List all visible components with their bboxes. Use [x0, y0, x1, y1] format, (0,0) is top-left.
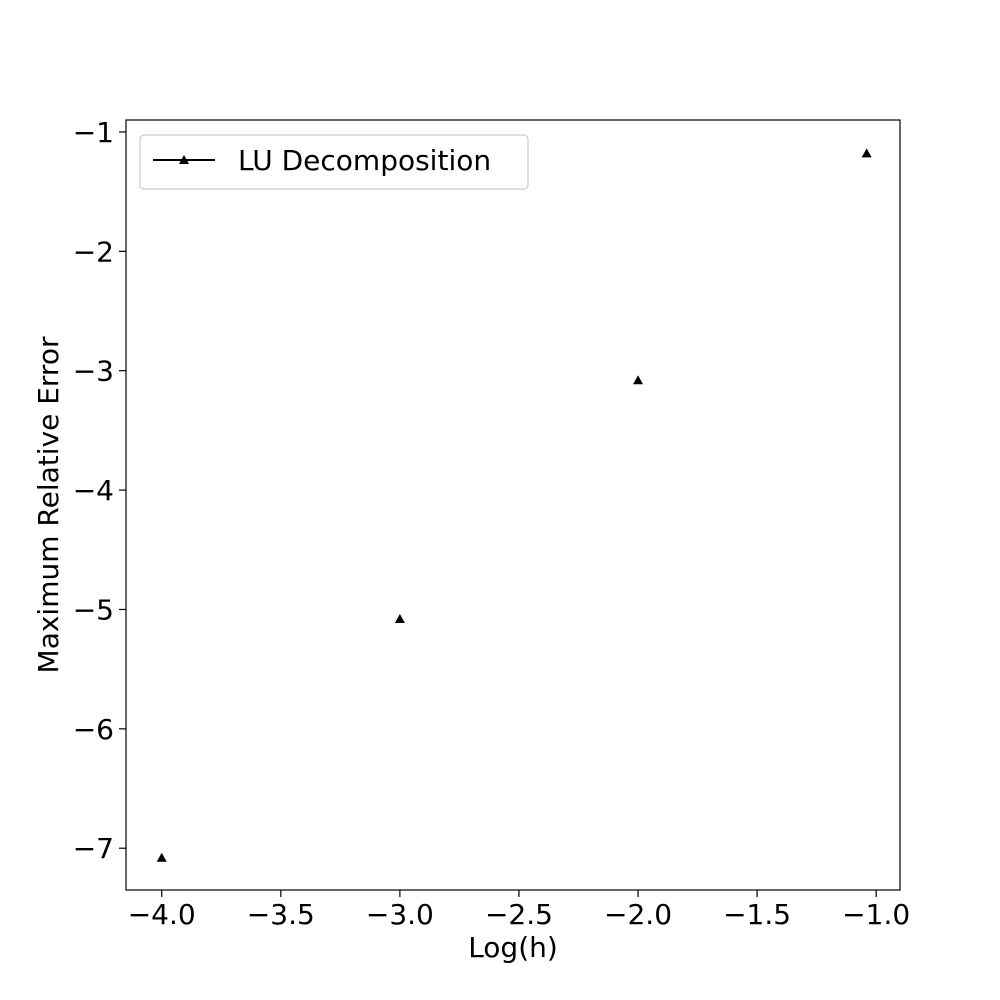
legend: LU Decomposition — [139, 134, 529, 190]
y-axis-label: Maximum Relative Error — [32, 336, 65, 673]
y-tick-label: −4 — [73, 474, 114, 507]
x-tick-label: −4.0 — [128, 898, 196, 931]
data-points — [156, 148, 872, 862]
plot-area — [125, 119, 901, 891]
x-axis-ticks: −4.0 −3.5 −3.0 −2.5 −2.0 −1.5 −1.0 — [128, 890, 910, 931]
x-tick-label: −2.0 — [604, 898, 672, 931]
x-tick-label: −2.5 — [485, 898, 553, 931]
x-tick-label: −1.5 — [723, 898, 791, 931]
data-point-triangle — [633, 375, 644, 385]
y-tick-label: −2 — [73, 235, 114, 268]
data-point-triangle — [156, 852, 167, 862]
x-tick-label: −3.5 — [247, 898, 315, 931]
y-tick-label: −5 — [73, 593, 114, 626]
legend-label: LU Decomposition — [238, 144, 491, 177]
data-point-triangle — [394, 614, 405, 624]
x-tick-label: −1.0 — [842, 898, 910, 931]
y-tick-label: −1 — [73, 116, 114, 149]
x-tick-label: −3.0 — [366, 898, 434, 931]
y-axis-ticks: −1 −2 −3 −4 −5 −6 −7 — [73, 116, 126, 865]
legend-box — [139, 134, 529, 190]
legend-marker-triangle — [179, 155, 189, 164]
x-axis-label: Log(h) — [468, 931, 558, 964]
y-tick-label: −7 — [73, 832, 114, 865]
data-point-triangle — [861, 148, 872, 158]
y-tick-label: −3 — [73, 355, 114, 388]
y-tick-label: −6 — [73, 713, 114, 746]
